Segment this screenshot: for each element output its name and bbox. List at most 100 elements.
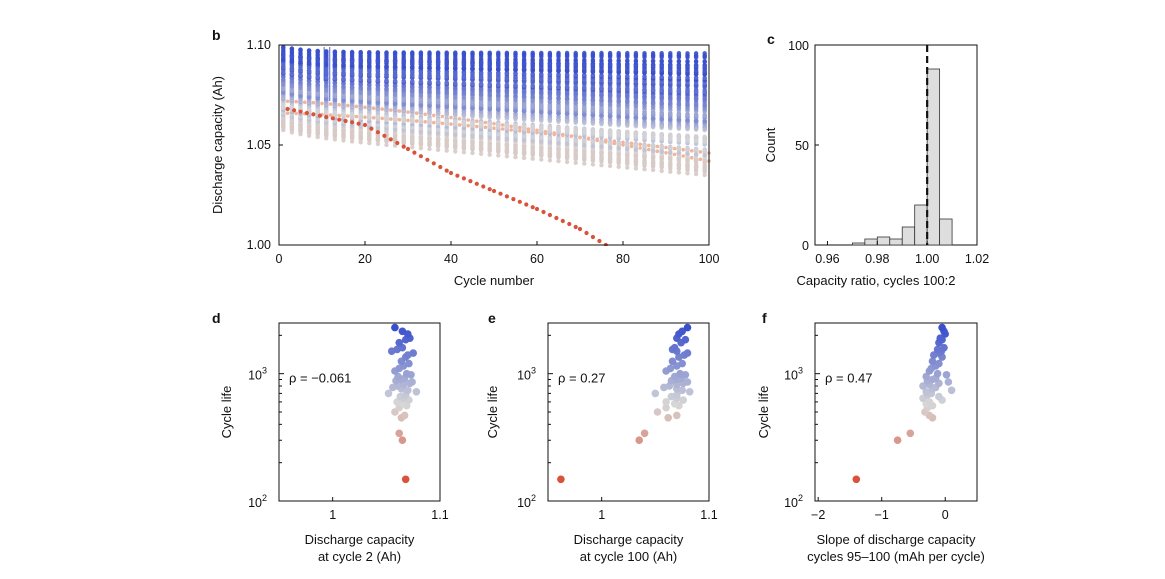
curve-point (668, 145, 673, 150)
curve-point (349, 129, 355, 134)
curve-point (341, 111, 346, 116)
curve-point (281, 116, 286, 121)
curve-point (573, 84, 578, 89)
curve-point (633, 93, 639, 98)
curve-point (650, 148, 656, 154)
curve-point (650, 111, 656, 116)
curve-point (435, 136, 441, 142)
curve-point (693, 103, 699, 108)
curve-point (633, 132, 639, 138)
curve-point (513, 82, 518, 87)
curve-point (504, 154, 510, 159)
curve-point (461, 86, 467, 91)
curve-point (625, 132, 630, 137)
curve-point (642, 100, 647, 106)
curve-point (633, 142, 639, 148)
curve-point (676, 161, 682, 166)
curve-point (410, 145, 415, 150)
curve-point (573, 138, 578, 143)
curve-point (659, 101, 664, 106)
curve-point (513, 147, 518, 152)
curve-point (332, 97, 338, 103)
curve-point (332, 110, 338, 115)
curve-point (453, 119, 458, 125)
curve-point (685, 95, 690, 101)
curve-point (590, 162, 596, 167)
curve-point (487, 131, 492, 136)
curve-point (702, 172, 707, 178)
curve-point (427, 79, 432, 85)
curve-point (607, 163, 613, 169)
curve-point (298, 126, 303, 132)
curve-point (470, 143, 475, 149)
curve-point (539, 157, 544, 162)
curve-point (590, 85, 596, 90)
curve-point (478, 130, 484, 136)
curve-point (676, 170, 682, 175)
curve-point (668, 87, 673, 93)
curve-point (616, 145, 621, 151)
curve-point (547, 136, 553, 141)
curve-point (504, 88, 510, 93)
curve-point (324, 126, 329, 132)
curve-point (547, 126, 553, 132)
curve-point (607, 145, 613, 150)
curve-point (496, 82, 501, 87)
curve-point (685, 162, 690, 167)
curve-point (375, 77, 381, 83)
curve-point (668, 169, 673, 174)
curve-point (384, 123, 389, 128)
curve-point (324, 109, 329, 114)
curve-point (461, 80, 467, 86)
curve-point (427, 117, 432, 123)
curve-point (521, 138, 527, 143)
curve-point (306, 128, 312, 133)
curve-point (315, 129, 320, 134)
curve-point (315, 96, 320, 101)
curve-point (625, 93, 630, 98)
curve-point (676, 125, 682, 130)
curve-point (410, 79, 415, 84)
curve-point (427, 146, 432, 152)
curve-point (478, 144, 484, 149)
curve-point (547, 90, 553, 95)
curve-point (332, 127, 338, 133)
curve-point (702, 127, 707, 132)
curve-point (444, 85, 449, 91)
curve-point (564, 137, 570, 142)
curve-point (590, 139, 596, 144)
curve-point (676, 151, 682, 156)
curve-point (556, 136, 561, 142)
curve-point (298, 94, 303, 99)
curve-point (590, 154, 596, 159)
curve-point (633, 86, 639, 91)
curve-point (461, 129, 467, 134)
curve-point (530, 83, 535, 88)
curve-point (573, 142, 578, 147)
curve-point (349, 133, 355, 138)
curve-point (521, 124, 527, 130)
curve-point (530, 138, 535, 144)
curve-point (599, 140, 604, 145)
curve-point (496, 132, 501, 137)
curve-point (521, 134, 527, 139)
curve-point (315, 125, 320, 130)
curve-point (315, 122, 320, 127)
curve-point (564, 141, 570, 146)
curve-point (633, 110, 639, 115)
curve-point (668, 101, 673, 107)
curve-point (418, 146, 424, 151)
curve-point (693, 171, 699, 177)
curve-point (650, 144, 656, 149)
curve-point (513, 137, 518, 142)
curve-point (289, 124, 295, 130)
curve-point (513, 133, 518, 138)
curve-point (375, 114, 381, 119)
curve-point (547, 150, 553, 155)
curve-point (435, 127, 441, 132)
curve-point (332, 76, 338, 81)
curve-point (539, 135, 544, 140)
curve-point (564, 159, 570, 165)
curve-point (582, 84, 587, 90)
curve-point (375, 125, 381, 130)
